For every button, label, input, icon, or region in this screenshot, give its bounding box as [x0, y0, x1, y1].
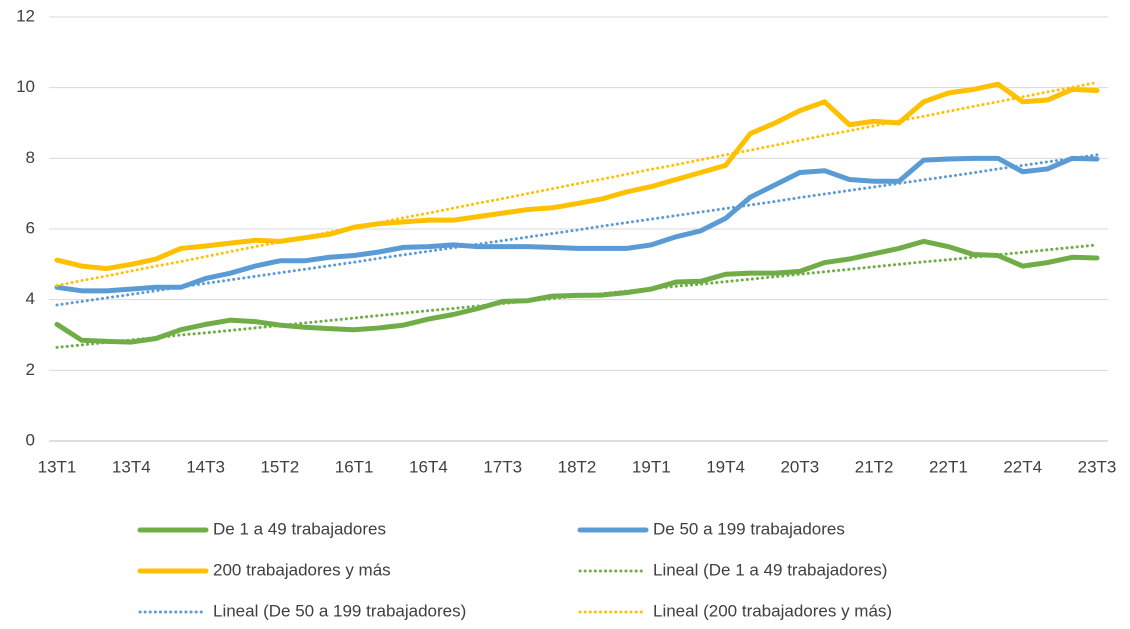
x-tick-label: 21T2 [855, 457, 894, 476]
y-tick-label: 0 [26, 430, 35, 449]
x-tick-label: 22T1 [929, 457, 968, 476]
legend-label: De 50 a 199 trabajadores [653, 519, 845, 538]
x-tick-label: 13T1 [38, 457, 77, 476]
y-tick-label: 2 [26, 360, 35, 379]
x-tick-label: 20T3 [780, 457, 819, 476]
y-tick-label: 12 [16, 6, 35, 25]
y-tick-label: 8 [26, 148, 35, 167]
x-tick-label: 16T1 [335, 457, 374, 476]
x-tick-label: 23T3 [1078, 457, 1117, 476]
trend-line [55, 80, 1099, 288]
legend-label: Lineal (200 trabajadores y más) [653, 601, 892, 620]
x-tick-label: 14T3 [186, 457, 225, 476]
x-tick-label: 19T1 [632, 457, 671, 476]
x-tick-label: 13T4 [112, 457, 151, 476]
x-tick-label: 19T4 [706, 457, 745, 476]
y-tick-label: 4 [26, 289, 35, 308]
data-line [54, 155, 1100, 294]
x-tick-label: 16T4 [409, 457, 448, 476]
trend-line [55, 153, 1099, 307]
legend-label: Lineal (De 1 a 49 trabajadores) [653, 560, 887, 579]
trend-line [55, 243, 1099, 349]
legend-label: Lineal (De 50 a 199 trabajadores) [213, 601, 466, 620]
y-tick-label: 6 [26, 218, 35, 237]
x-tick-label: 17T3 [483, 457, 522, 476]
data-line [54, 238, 1100, 345]
x-tick-label: 22T4 [1003, 457, 1042, 476]
legend-label: De 1 a 49 trabajadores [213, 519, 386, 538]
x-tick-label: 18T2 [558, 457, 597, 476]
legend-label: 200 trabajadores y más [213, 560, 391, 579]
data-line [54, 81, 1100, 272]
x-tick-label: 15T2 [260, 457, 299, 476]
y-tick-label: 10 [16, 77, 35, 96]
